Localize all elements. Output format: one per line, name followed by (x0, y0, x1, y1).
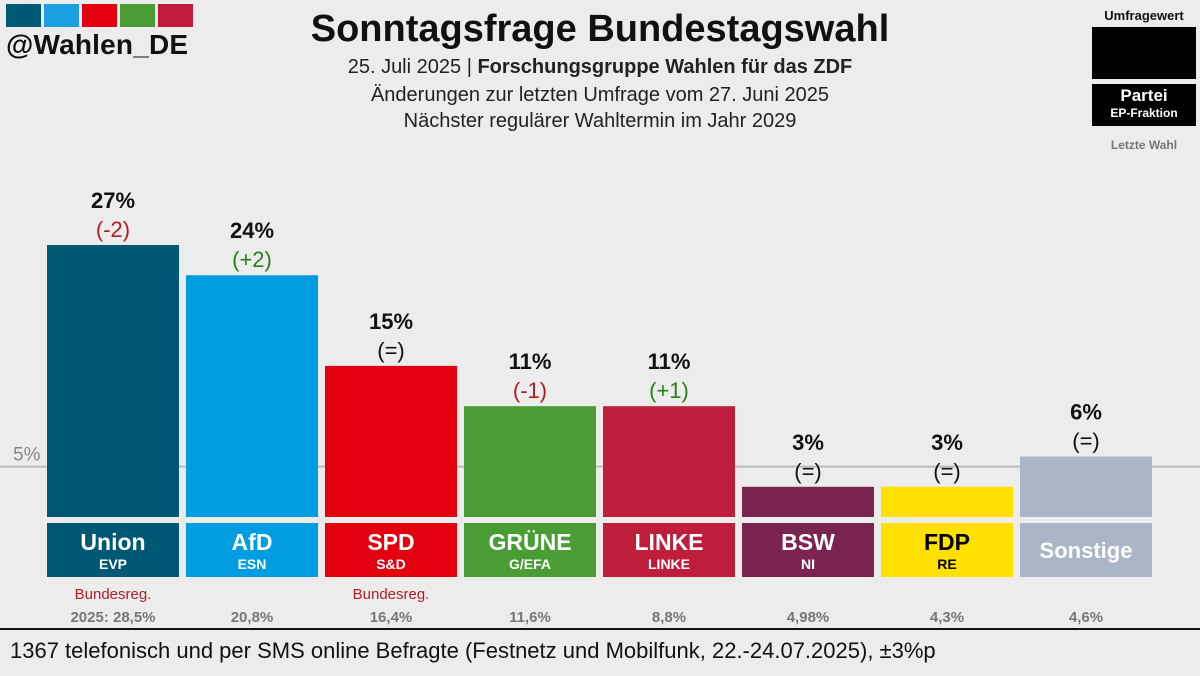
value-label: 3% (792, 430, 824, 455)
next-election-note: Nächster regulärer Wahltermin im Jahr 20… (403, 110, 797, 132)
ep-group: ESN (238, 556, 267, 572)
poll-source: Forschungsgruppe Wahlen für das ZDF (477, 56, 853, 78)
last-election-label: 4,3% (930, 609, 964, 626)
bar-4 (603, 406, 735, 517)
footer-note: 1367 telefonisch und per SMS online Befr… (10, 638, 936, 663)
ep-group: S&D (376, 556, 406, 572)
brand-logo: @Wahlen_DE (6, 4, 196, 64)
ep-group: G/EFA (509, 556, 551, 572)
last-election-label: 20,8% (231, 609, 274, 626)
separator: | (466, 56, 472, 78)
last-election-label: 11,6% (509, 609, 551, 626)
party-name: LINKE (635, 529, 704, 555)
last-election-label: 2025: 28,5% (70, 609, 155, 626)
logo-strip-segment (158, 4, 193, 27)
legend-value-box (1092, 27, 1196, 79)
threshold-label: 5% (13, 445, 41, 466)
change-label: (=) (1072, 429, 1100, 454)
logo-color-strip (6, 4, 196, 27)
logo-strip-segment (120, 4, 155, 27)
change-label: (=) (933, 459, 961, 484)
ep-group: LINKE (648, 556, 690, 572)
legend: Umfragewert Partei EP-Fraktion Letzte Wa… (1092, 8, 1196, 152)
party-name: GRÜNE (488, 529, 571, 555)
logo-strip-segment (82, 4, 117, 27)
value-label: 11% (509, 349, 552, 374)
party-name: Union (80, 529, 145, 555)
party-name: AfD (232, 529, 273, 555)
value-label: 15% (369, 309, 413, 334)
party-name: Sonstige (1040, 538, 1133, 563)
party-box (742, 523, 874, 577)
bar-5 (742, 486, 874, 517)
bar-2 (325, 365, 457, 517)
logo-strip-segment (44, 4, 79, 27)
value-label: 27% (91, 188, 135, 213)
last-election-label: 8,8% (652, 609, 686, 626)
legend-party-box: Partei EP-Fraktion (1092, 84, 1196, 126)
brand-handle: @Wahlen_DE (6, 29, 189, 60)
party-box (603, 523, 735, 577)
legend-letzte-wahl: Letzte Wahl (1110, 138, 1178, 152)
subtitle-date-source: 25. Juli 2025 | Forschungsgruppe Wahlen … (250, 56, 950, 79)
changes-note: Änderungen zur letzten Umfrage vom 27. J… (370, 84, 830, 106)
ep-group: NI (801, 556, 815, 572)
logo-strip-segment (6, 4, 41, 27)
legend-partei: Partei (1120, 86, 1168, 105)
change-label: (-2) (96, 217, 130, 242)
party-name: BSW (781, 529, 835, 555)
party-name: FDP (924, 529, 970, 555)
party-box (1020, 523, 1152, 577)
value-label: 24% (230, 218, 274, 243)
government-label: Bundesreg. (75, 586, 152, 603)
party-box (881, 523, 1013, 577)
change-label: (+1) (649, 378, 689, 403)
ep-group: RE (937, 556, 956, 572)
page-title: Sonntagsfrage Bundestagswahl (310, 8, 890, 50)
party-box (47, 523, 179, 577)
bar-3 (464, 406, 596, 517)
legend-umfragewert: Umfragewert (1104, 8, 1184, 23)
poll-date: 25. Juli 2025 (347, 56, 462, 78)
bar-6 (881, 486, 1013, 517)
change-label: (+2) (232, 247, 272, 272)
party-name: SPD (367, 529, 414, 555)
change-label: (=) (377, 338, 405, 363)
last-election-label: 16,4% (370, 609, 413, 626)
party-box (325, 523, 457, 577)
last-election-label: 4,6% (1069, 609, 1103, 626)
value-label: 3% (931, 430, 963, 455)
value-label: 6% (1070, 400, 1102, 425)
ep-group: EVP (99, 556, 127, 572)
change-label: (-1) (513, 378, 547, 403)
party-box (464, 523, 596, 577)
change-label: (=) (794, 459, 822, 484)
bar-7 (1020, 456, 1152, 517)
bar-0 (47, 245, 179, 517)
government-label: Bundesreg. (353, 586, 430, 603)
last-election-label: 4,98% (787, 609, 830, 626)
party-box (186, 523, 318, 577)
footer-divider (0, 628, 1200, 630)
bar-1 (186, 275, 318, 517)
legend-fraktion: EP-Fraktion (1110, 106, 1178, 120)
value-label: 11% (648, 349, 691, 374)
